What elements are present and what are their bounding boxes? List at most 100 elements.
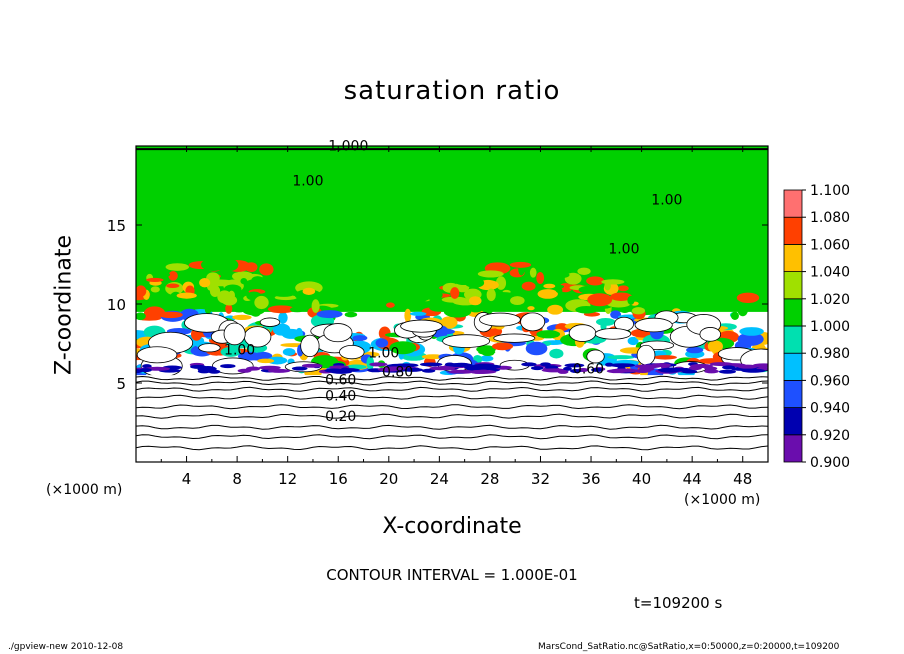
field-patch (468, 296, 482, 306)
colorbar: 0.900 0.920 0.940 0.960 0.980 1.000 1.020 1.040… (783, 183, 850, 471)
field-patch (440, 316, 458, 329)
field-patch (166, 283, 180, 289)
colorbar-label: 1.040 (810, 265, 850, 281)
field-patch (251, 276, 265, 285)
field-patch (549, 348, 564, 359)
field-patch (595, 318, 616, 326)
field-patch (530, 366, 544, 371)
field-patch (443, 306, 472, 318)
field-patch (240, 277, 248, 285)
contour-label: 1.00 (368, 346, 399, 362)
field-patch (375, 338, 389, 348)
field-patch (300, 334, 320, 358)
dry-contour-line (136, 386, 768, 392)
field-patch (404, 308, 412, 323)
field-patch (509, 261, 532, 268)
field-patch (636, 344, 656, 366)
field-patch (605, 298, 632, 308)
field-patch (143, 306, 166, 320)
field-patch (402, 367, 424, 372)
field-patch (600, 321, 607, 331)
field-patch (258, 365, 281, 370)
dry-contour-line (136, 424, 768, 430)
field-patch (168, 271, 178, 281)
field-patch (339, 345, 365, 360)
field-patch (631, 307, 646, 315)
colorbar-label: 0.940 (810, 401, 850, 417)
field-patch (736, 292, 760, 303)
field-patch (267, 305, 295, 314)
field-patch (591, 367, 604, 372)
field-patch (627, 336, 639, 346)
field-patch (452, 362, 471, 367)
colorbar-label: 1.020 (810, 292, 850, 308)
field-patch (543, 283, 556, 289)
field-patch (323, 323, 353, 343)
field-patch (366, 356, 375, 370)
colorbar-label: 1.080 (810, 210, 850, 226)
field-patch (400, 319, 443, 333)
field-patch (704, 369, 719, 374)
field-patch (568, 324, 597, 342)
field-patch (477, 270, 504, 278)
colorbar-label: 1.060 (810, 237, 850, 253)
field-patch (278, 311, 288, 324)
field-patch (486, 288, 496, 302)
field-patch (575, 305, 598, 314)
field-patch (555, 287, 563, 293)
field-patch (383, 366, 406, 371)
field-patch (232, 314, 252, 321)
field-patch (653, 355, 677, 360)
field-patch (481, 350, 495, 356)
field-patch (204, 305, 212, 314)
contour-interval-label: CONTOUR INTERVAL = 1.000E-01 (326, 566, 578, 584)
contour-label: 1.00 (224, 343, 255, 359)
field-patch (605, 362, 614, 367)
contour-label: 0.20 (325, 409, 356, 425)
dry-contour-line (136, 404, 768, 410)
colorbar-label: 0.900 (810, 455, 850, 471)
field-patch (525, 341, 548, 356)
field-patch (237, 351, 261, 361)
dry-layer-contours (136, 148, 768, 451)
field-patch (552, 284, 565, 289)
field-patch (254, 295, 269, 310)
field-patch (429, 366, 456, 371)
colorbar-swatch (783, 216, 803, 245)
x-tick-label: 36 (581, 470, 600, 488)
field-patch (722, 365, 736, 370)
field-patch (536, 272, 545, 285)
field-patch (150, 286, 160, 293)
field-patch (718, 369, 736, 374)
field-patch (714, 299, 728, 306)
field-patch (658, 300, 667, 305)
field-patch (142, 364, 152, 369)
field-patch (688, 366, 702, 371)
colorbar-label: 0.960 (810, 373, 850, 389)
field-patch (569, 368, 582, 373)
colorbar-swatch (783, 434, 803, 463)
colorbar-label: 0.920 (810, 428, 850, 444)
field-patch (385, 302, 395, 308)
field-patch (199, 277, 211, 288)
field-patch (537, 289, 558, 299)
dry-contour-line (136, 413, 768, 419)
field-patch (217, 290, 232, 304)
field-patch (707, 340, 723, 353)
field-patch (378, 326, 391, 341)
field-patch (429, 304, 449, 312)
contour-label: 1.00 (292, 174, 323, 190)
field-patch (176, 292, 197, 299)
field-patch (495, 276, 507, 290)
dry-contour-line (136, 380, 768, 386)
colorbar-swatch (783, 189, 803, 218)
field-patch (198, 343, 221, 353)
x-tick-label: 12 (278, 470, 297, 488)
field-patch (221, 258, 239, 271)
field-patch (606, 369, 628, 374)
field-patch (609, 363, 636, 368)
field-patch (267, 368, 291, 373)
field-patch (266, 356, 288, 365)
field-patch (520, 312, 546, 332)
